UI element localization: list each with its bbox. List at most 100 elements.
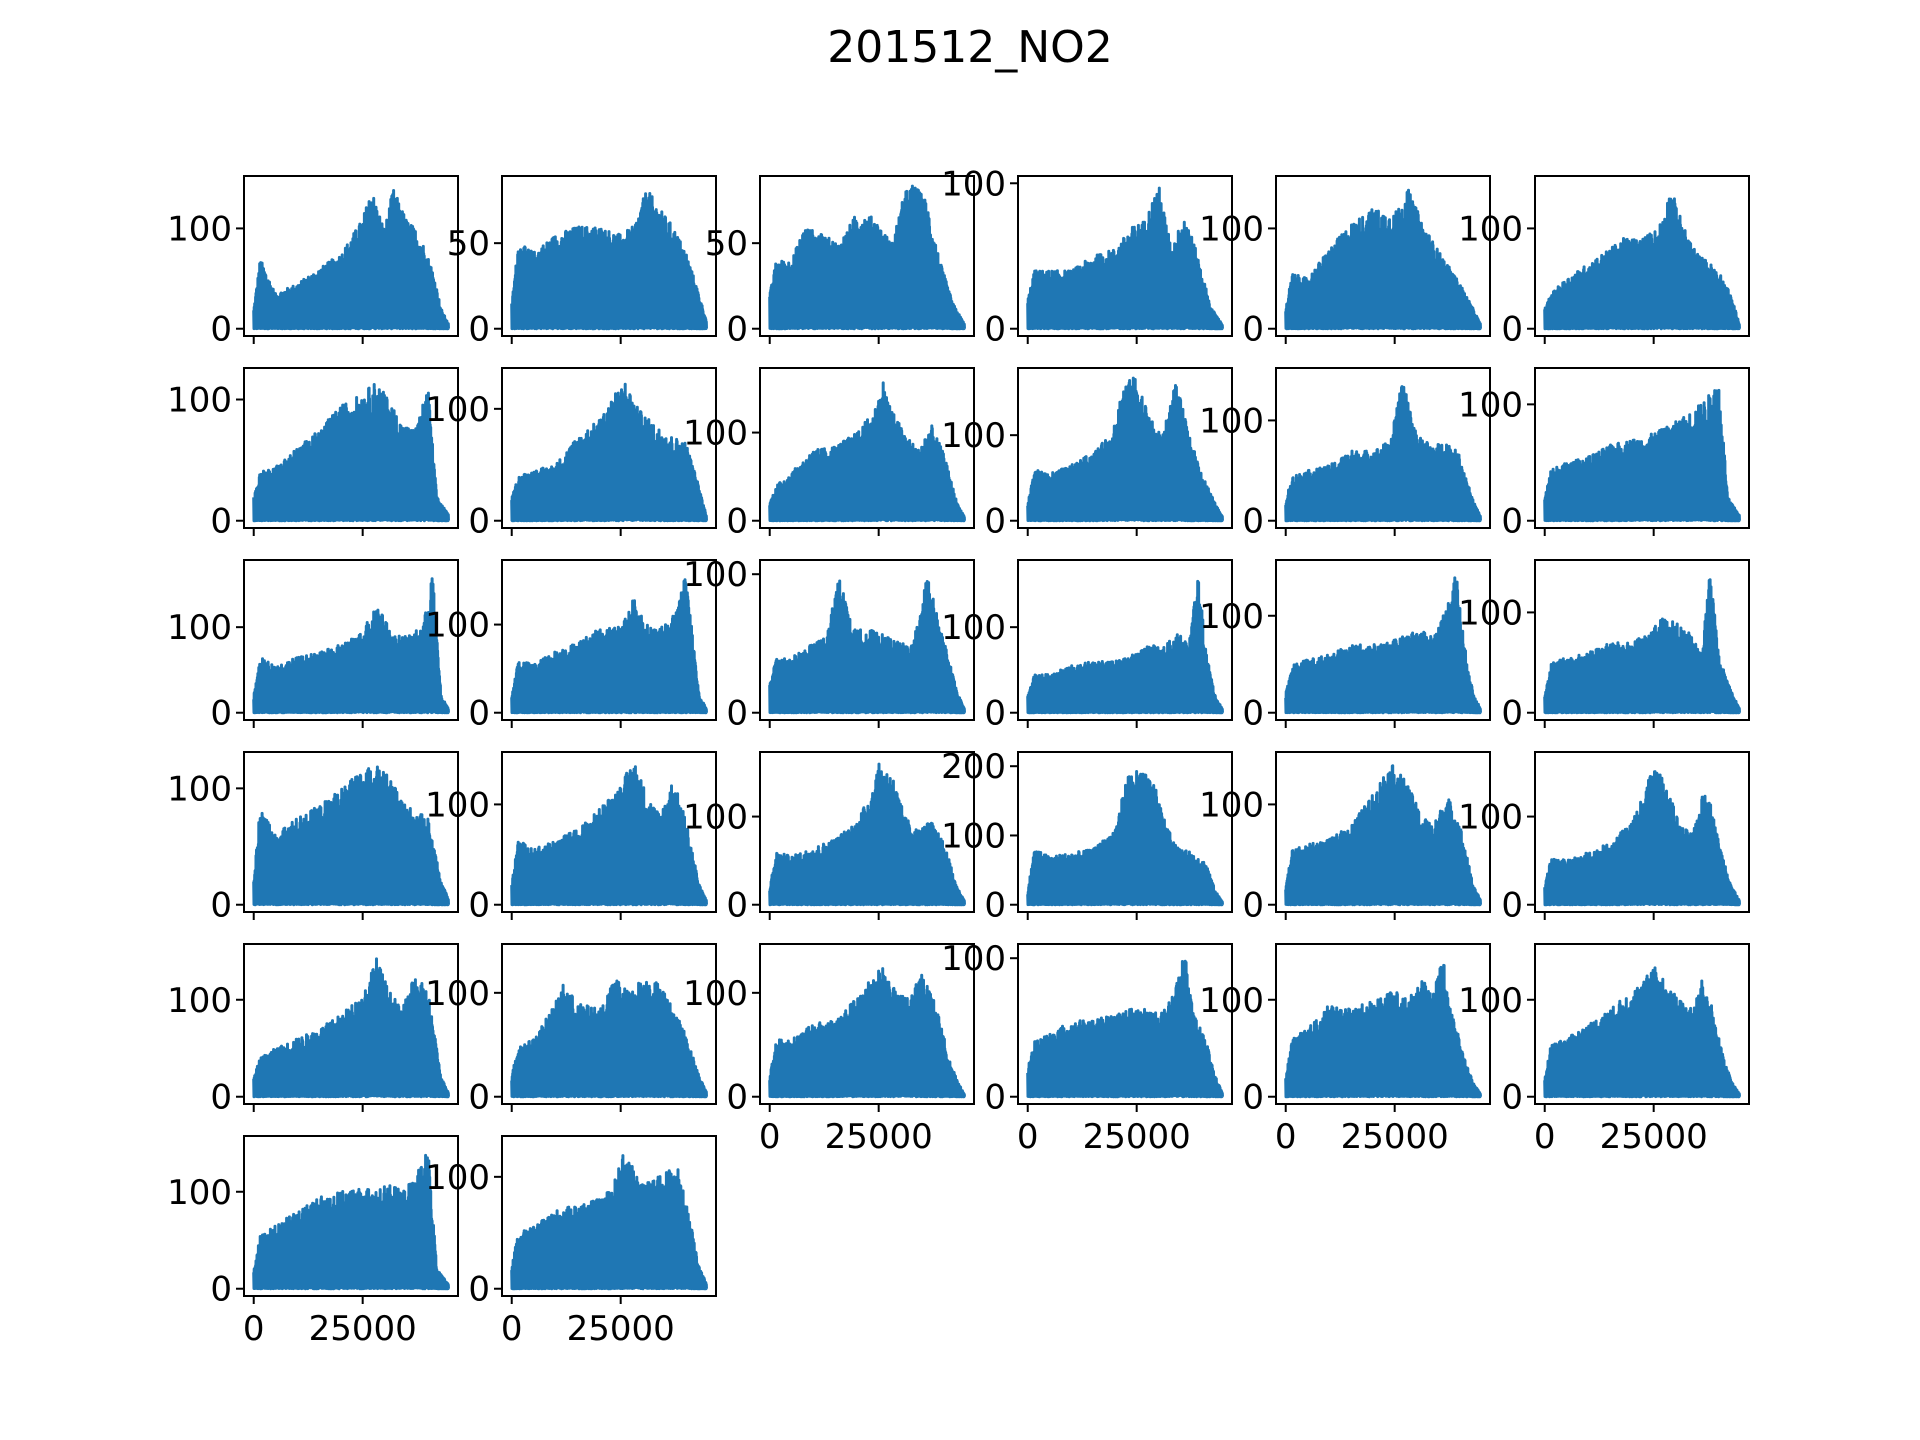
subplot-22: 0 100 200 — [941, 747, 1233, 926]
x-tick-label: 25000 — [825, 1117, 933, 1157]
axes-frame — [1534, 367, 1750, 529]
y-tick-label: 0 — [468, 694, 490, 734]
subplot-3: 0 50 — [705, 175, 975, 350]
axes-frame — [1017, 559, 1233, 721]
y-tick-label: 0 — [210, 502, 232, 542]
y-tick-label: 0 — [1501, 1078, 1523, 1118]
series-line — [510, 1154, 708, 1291]
chart-title: 201512_NO2 — [827, 22, 1113, 73]
y-tick-label: 0 — [468, 886, 490, 926]
y-tick-label: 50 — [705, 224, 748, 264]
series-line — [1543, 770, 1741, 907]
subplot-26: 0 100 — [425, 943, 717, 1118]
subplot-9: 0 100 — [683, 367, 975, 542]
series-line — [252, 957, 450, 1099]
y-tick-label: 100 — [1199, 209, 1264, 249]
series-line — [1543, 197, 1741, 331]
series-line — [768, 967, 966, 1099]
axes-frame — [759, 175, 975, 337]
subplot-17: 0 100 — [1199, 559, 1491, 734]
subplot-18: 0 100 — [1458, 559, 1750, 734]
y-tick-label: 0 — [1501, 886, 1523, 926]
subplot-23: 0 100 — [1199, 751, 1491, 926]
axes-frame — [1017, 175, 1233, 337]
axes-frame — [1275, 559, 1491, 721]
axes-frame — [1017, 943, 1233, 1105]
axes-frame — [759, 367, 975, 529]
axes-frame — [1017, 751, 1233, 913]
y-tick-label: 0 — [468, 310, 490, 350]
y-tick-label: 0 — [210, 694, 232, 734]
series-line — [1284, 576, 1482, 715]
y-tick-label: 0 — [1501, 310, 1523, 350]
y-tick-label: 0 — [726, 694, 748, 734]
y-tick-label: 100 — [167, 1173, 232, 1213]
axes-frame — [501, 559, 717, 721]
subplot-31: 0 100 0 25000 — [167, 1135, 459, 1349]
y-tick-label: 0 — [1242, 1078, 1264, 1118]
y-tick-label: 0 — [210, 886, 232, 926]
series-line — [252, 1153, 450, 1291]
series-line — [252, 383, 450, 523]
x-tick-label: 25000 — [567, 1309, 675, 1349]
y-tick-label: 100 — [1199, 401, 1264, 441]
subplot-25: 0 100 — [167, 943, 459, 1118]
axes-frame — [1275, 943, 1491, 1105]
subplot-29: 0 100 0 25000 — [1199, 943, 1491, 1157]
axes-frame — [1534, 175, 1750, 337]
axes-frame — [1275, 175, 1491, 337]
y-tick-label: 100 — [683, 555, 748, 595]
y-tick-label: 0 — [468, 1078, 490, 1118]
series-line — [510, 578, 708, 715]
subplot-7: 0 100 — [167, 367, 459, 542]
axes-frame — [1017, 367, 1233, 529]
x-tick-label: 0 — [243, 1309, 265, 1349]
subplot-1: 0 100 — [167, 175, 459, 350]
y-tick-label: 0 — [726, 502, 748, 542]
y-tick-label: 0 — [984, 886, 1006, 926]
subplot-5: 0 100 — [1199, 175, 1491, 350]
axes-frame — [759, 751, 975, 913]
series-line — [510, 192, 708, 331]
series-line — [768, 762, 966, 907]
axes-frame — [243, 367, 459, 529]
x-tick-label: 25000 — [1600, 1117, 1708, 1157]
y-tick-label: 0 — [1242, 502, 1264, 542]
subplot-2: 0 50 — [447, 175, 717, 350]
subplot-12: 0 100 — [1458, 367, 1750, 542]
subplot-30: 0 100 0 25000 — [1458, 943, 1750, 1157]
y-tick-label: 50 — [447, 224, 490, 264]
y-tick-label: 100 — [425, 390, 490, 430]
subplot-8: 0 100 — [425, 367, 717, 542]
y-tick-label: 0 — [726, 886, 748, 926]
y-tick-label: 100 — [683, 798, 748, 838]
subplot-15: 0 100 — [683, 555, 975, 734]
y-tick-label: 100 — [425, 785, 490, 825]
y-tick-label: 100 — [167, 769, 232, 809]
y-tick-label: 100 — [1458, 209, 1523, 249]
subplot-4: 0 100 — [941, 164, 1233, 350]
y-tick-label: 0 — [726, 1078, 748, 1118]
y-tick-label: 100 — [1458, 593, 1523, 633]
x-tick-label: 25000 — [1083, 1117, 1191, 1157]
series-line — [1026, 959, 1224, 1099]
y-tick-label: 100 — [1458, 798, 1523, 838]
y-tick-label: 0 — [984, 310, 1006, 350]
axes-frame — [501, 367, 717, 529]
subplot-21: 0 100 — [683, 751, 975, 926]
y-tick-label: 100 — [425, 606, 490, 646]
y-tick-label: 0 — [210, 1078, 232, 1118]
axes-frame — [243, 1135, 459, 1297]
series-line — [510, 382, 708, 523]
x-tick-label: 25000 — [1341, 1117, 1449, 1157]
axes-frame — [1534, 751, 1750, 913]
axes-frame — [243, 943, 459, 1105]
x-tick-label: 0 — [759, 1117, 781, 1157]
axes-frame — [1534, 559, 1750, 721]
y-tick-label: 100 — [683, 414, 748, 454]
y-tick-label: 0 — [210, 1270, 232, 1310]
series-line — [1284, 963, 1482, 1099]
series-line — [1543, 578, 1741, 715]
y-tick-label: 100 — [425, 1158, 490, 1198]
